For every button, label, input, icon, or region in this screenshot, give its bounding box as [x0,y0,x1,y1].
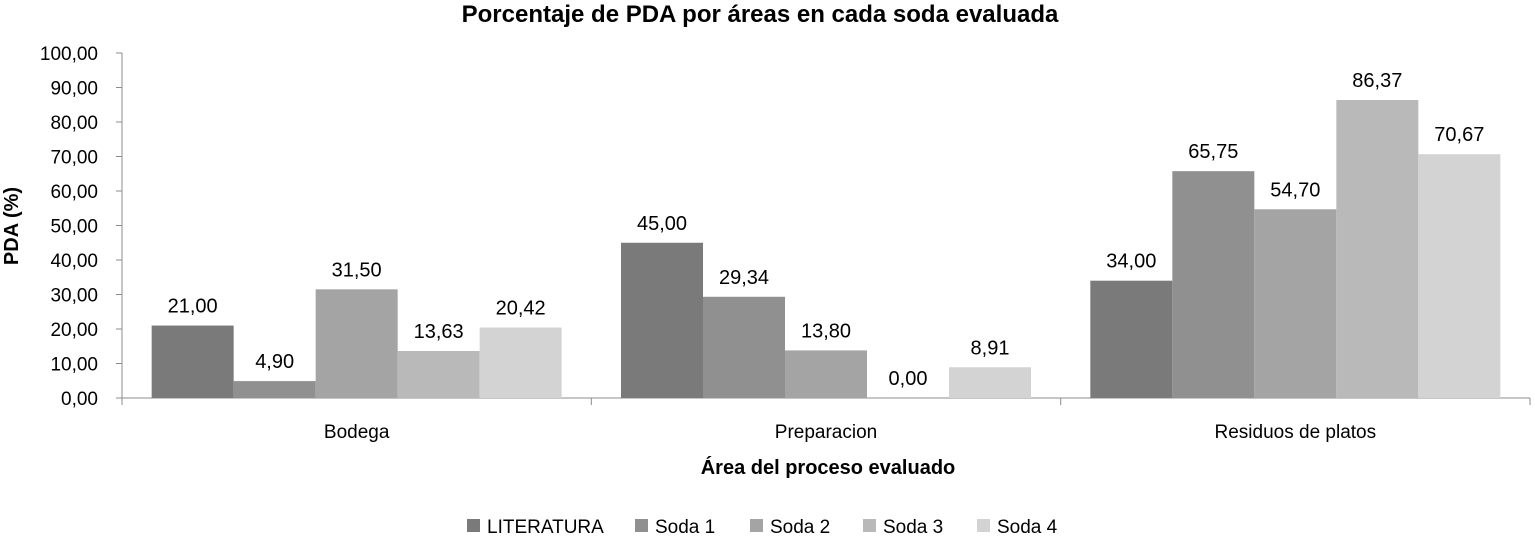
data-label: 70,67 [1434,124,1484,146]
y-tick-label: 80,00 [50,113,98,134]
data-label: 13,80 [801,320,851,342]
data-label: 8,91 [971,337,1010,359]
y-axis-title: PDA (%) [1,187,23,265]
data-label: 34,00 [1106,251,1156,273]
legend-label: Soda 2 [770,517,830,536]
y-tick-label: 0,00 [61,389,98,410]
y-tick-label: 100,00 [40,44,98,65]
data-label: 29,34 [719,267,769,289]
data-label: 31,50 [332,259,382,281]
legend-label: Soda 1 [655,517,715,536]
bars [151,100,1501,398]
legend-swatch [977,519,990,532]
legend: LITERATURA Soda 1 Soda 2 Soda 3 Soda 4 [467,517,1058,536]
data-label: 4,90 [255,351,294,373]
y-tick-label: 40,00 [50,251,98,272]
y-tick-label: 30,00 [50,286,98,307]
data-label: 86,37 [1352,70,1402,92]
bar [1172,171,1255,398]
legend-label: Soda 3 [883,517,943,536]
bar [1336,100,1419,398]
data-label: 13,63 [414,321,464,343]
legend-swatch [635,519,648,532]
data-label: 65,75 [1188,141,1238,163]
x-axis-title: Área del proceso evaluado [701,456,956,479]
data-label: 54,70 [1270,179,1320,201]
y-axis: 0,00 10,00 20,00 30,00 40,00 50,00 60,00 70,00 8… [40,44,123,410]
chart-title: Porcentaje de PDA por áreas en cada soda… [462,1,1059,28]
data-label: 45,00 [637,213,687,235]
x-tick-label: Residuos de platos [1215,422,1377,443]
bar [1090,280,1173,398]
bar [1418,154,1501,398]
legend-swatch [467,519,480,532]
x-tick-label: Preparacion [775,422,877,443]
y-tick-label: 20,00 [50,320,98,341]
bar [233,381,316,398]
bar [949,367,1031,398]
bar [1254,209,1337,398]
bar [703,296,785,398]
data-label: 0,00 [889,368,928,390]
x-tick-label: Bodega [324,422,390,443]
y-tick-label: 70,00 [50,148,98,169]
bar [397,350,480,398]
legend-label: LITERATURA [487,517,604,536]
data-labels: 21,00 4,90 31,50 13,63 20,42 45,00 29,34 13,80 0… [168,70,1485,390]
y-tick-label: 60,00 [50,182,98,203]
legend-label: Soda 4 [997,517,1058,536]
y-tick-label: 90,00 [50,79,98,100]
x-axis: Bodega Preparacion Residuos de platos [121,397,1531,443]
bar [621,242,703,398]
bar [785,350,867,398]
bar [315,289,398,398]
legend-swatch [863,519,876,532]
y-tick-label: 10,00 [50,355,98,376]
data-label: 20,42 [496,298,546,320]
bar [151,325,234,398]
y-tick-label: 50,00 [50,217,98,238]
legend-swatch [750,519,763,532]
data-label: 21,00 [168,296,218,318]
bar [479,327,562,398]
